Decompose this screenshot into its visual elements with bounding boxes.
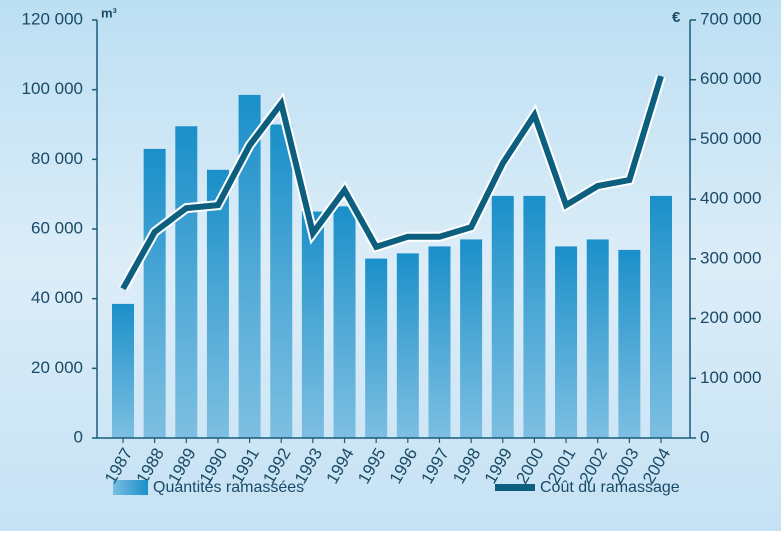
legend-label: Quantités ramassées — [153, 479, 304, 496]
y-tick-label: 0 — [74, 427, 83, 446]
bar — [112, 303, 134, 438]
bar — [523, 195, 546, 438]
y-unit: m³ — [101, 5, 118, 20]
bar — [333, 206, 356, 438]
y2-unit: € — [672, 9, 681, 26]
y2-tick-label: 100 000 — [700, 368, 761, 387]
y-tick-label: 40 000 — [31, 288, 83, 307]
line — [120, 75, 664, 291]
y-tick-label: 20 000 — [31, 358, 83, 377]
bar — [491, 195, 514, 438]
bar — [428, 246, 451, 438]
y-tick-label: 100 000 — [22, 79, 83, 98]
y-tick-label: 80 000 — [31, 149, 83, 168]
y2-tick-label: 0 — [700, 427, 709, 446]
bar — [555, 246, 578, 438]
y2-tick-label: 200 000 — [700, 308, 761, 327]
y2-tick-label: 700 000 — [700, 9, 761, 28]
bar — [206, 169, 229, 439]
legend-swatch — [495, 484, 535, 491]
bar — [175, 126, 198, 438]
bar — [460, 239, 483, 438]
legend-label: Coût du ramassage — [540, 479, 680, 496]
bar — [301, 211, 324, 438]
bar — [650, 195, 672, 438]
y-tick-label: 120 000 — [22, 9, 83, 28]
bar — [618, 249, 641, 438]
bar — [143, 148, 166, 438]
y2-tick-label: 300 000 — [700, 248, 761, 267]
y2-tick-label: 600 000 — [700, 69, 761, 88]
bar — [365, 258, 388, 438]
bar — [238, 94, 261, 439]
bar — [396, 253, 419, 438]
y2-tick-label: 400 000 — [700, 189, 761, 208]
y-tick-label: 60 000 — [31, 218, 83, 237]
y2-tick-label: 500 000 — [700, 129, 761, 148]
legend-swatch — [113, 480, 148, 495]
bar — [586, 239, 609, 438]
bar — [270, 124, 293, 438]
